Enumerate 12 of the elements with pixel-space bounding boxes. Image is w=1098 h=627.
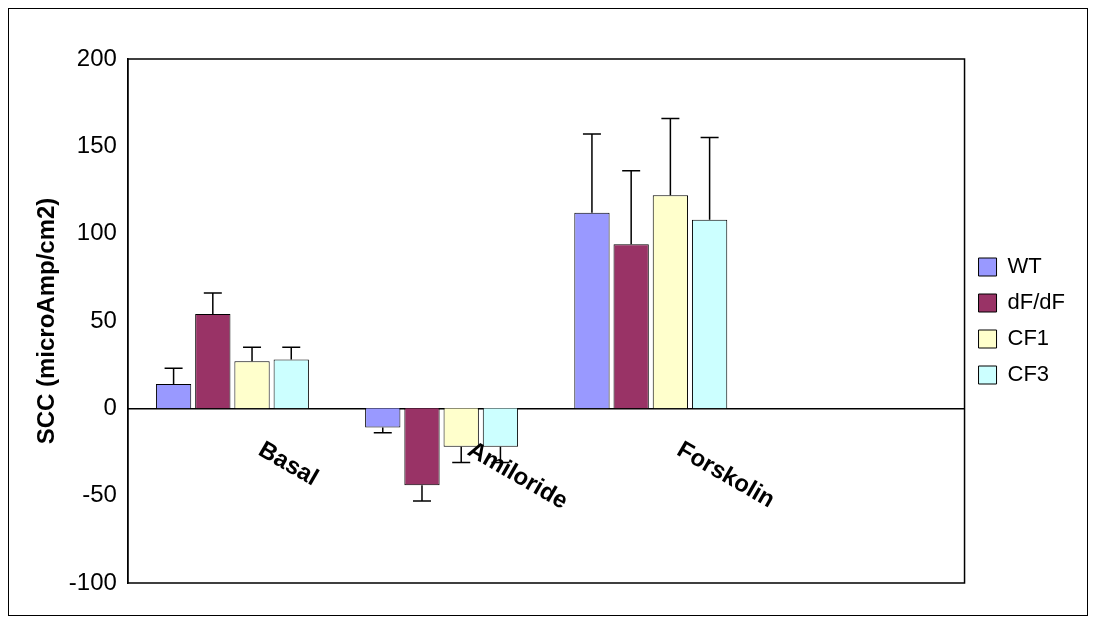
y-tick-label: 0 xyxy=(103,392,117,420)
y-tick-label: 100 xyxy=(76,218,117,246)
y-tick-label: 50 xyxy=(90,305,117,333)
legend-label: WT xyxy=(1007,253,1042,279)
y-tick-label: -100 xyxy=(68,567,117,595)
legend-label: CF3 xyxy=(1007,361,1050,387)
legend-label: CF1 xyxy=(1007,325,1050,351)
y-axis-title: SCC (microAmp/cm2) xyxy=(32,197,60,445)
y-tick-label: 150 xyxy=(76,130,117,158)
y-tick-label: -50 xyxy=(82,480,117,508)
y-tick-label: 200 xyxy=(76,43,117,71)
legend-label: dF/dF xyxy=(1007,289,1066,315)
